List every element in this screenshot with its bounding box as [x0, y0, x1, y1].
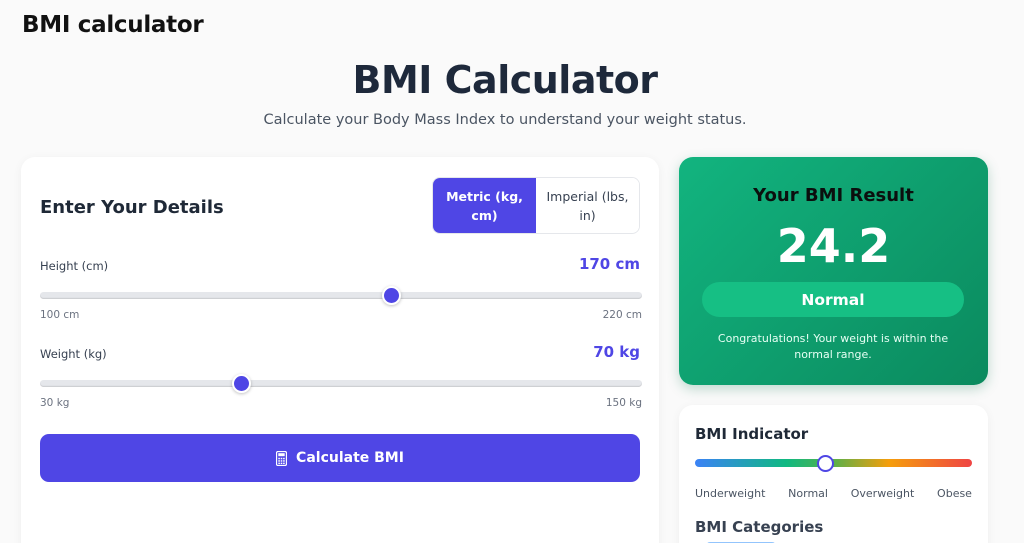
indicator-title: BMI Indicator [695, 425, 809, 443]
calculator-icon [276, 450, 288, 466]
unit-toggle: Metric (kg, cm) Imperial (lbs, in) [432, 177, 640, 234]
result-card: Your BMI Result 24.2 Normal Congratulati… [679, 157, 988, 385]
weight-max-label: 150 kg [605, 397, 642, 409]
label-overweight: Overweight [850, 487, 915, 500]
calculate-bmi-button[interactable]: Calculate BMI [40, 434, 640, 482]
weight-label: Weight (kg) [40, 347, 107, 361]
weight-min-label: 30 kg [40, 397, 70, 409]
height-value: 170 cm [578, 255, 640, 273]
page-subtitle: Calculate your Body Mass Index to unders… [263, 112, 747, 128]
height-label: Height (cm) [40, 259, 109, 273]
indicator-card: BMI Indicator Underweight Normal Overwei… [679, 405, 988, 543]
bmi-value: 24.2 [776, 219, 891, 273]
height-min-label: 100 cm [40, 309, 80, 321]
calculate-bmi-label: Calculate BMI [296, 450, 404, 466]
metric-unit-button[interactable]: Metric (kg, cm) [433, 178, 536, 233]
weight-slider-track[interactable] [40, 380, 642, 387]
bmi-category-badge: Normal [702, 282, 964, 317]
bmi-indicator-marker [817, 455, 835, 472]
height-slider-track[interactable] [40, 292, 642, 299]
weight-value: 70 kg [593, 343, 640, 361]
input-card: Enter Your Details Metric (kg, cm) Imper… [21, 157, 659, 543]
label-normal: Normal [788, 487, 828, 500]
height-max-label: 220 cm [602, 309, 642, 321]
categories-title: BMI Categories [695, 518, 824, 536]
result-message: Congratulations! Your weight is within t… [717, 332, 949, 361]
input-card-heading: Enter Your Details [40, 197, 224, 218]
page-title: BMI Calculator [352, 58, 658, 102]
label-obese: Obese [937, 487, 972, 500]
indicator-labels: Underweight Normal Overweight Obese [695, 487, 972, 500]
imperial-unit-button[interactable]: Imperial (lbs, in) [536, 178, 639, 233]
result-title: Your BMI Result [753, 185, 914, 206]
window-title: BMI calculator [22, 12, 204, 38]
label-underweight: Underweight [695, 487, 766, 500]
height-slider-thumb[interactable] [382, 286, 402, 305]
weight-slider-thumb[interactable] [231, 374, 251, 393]
